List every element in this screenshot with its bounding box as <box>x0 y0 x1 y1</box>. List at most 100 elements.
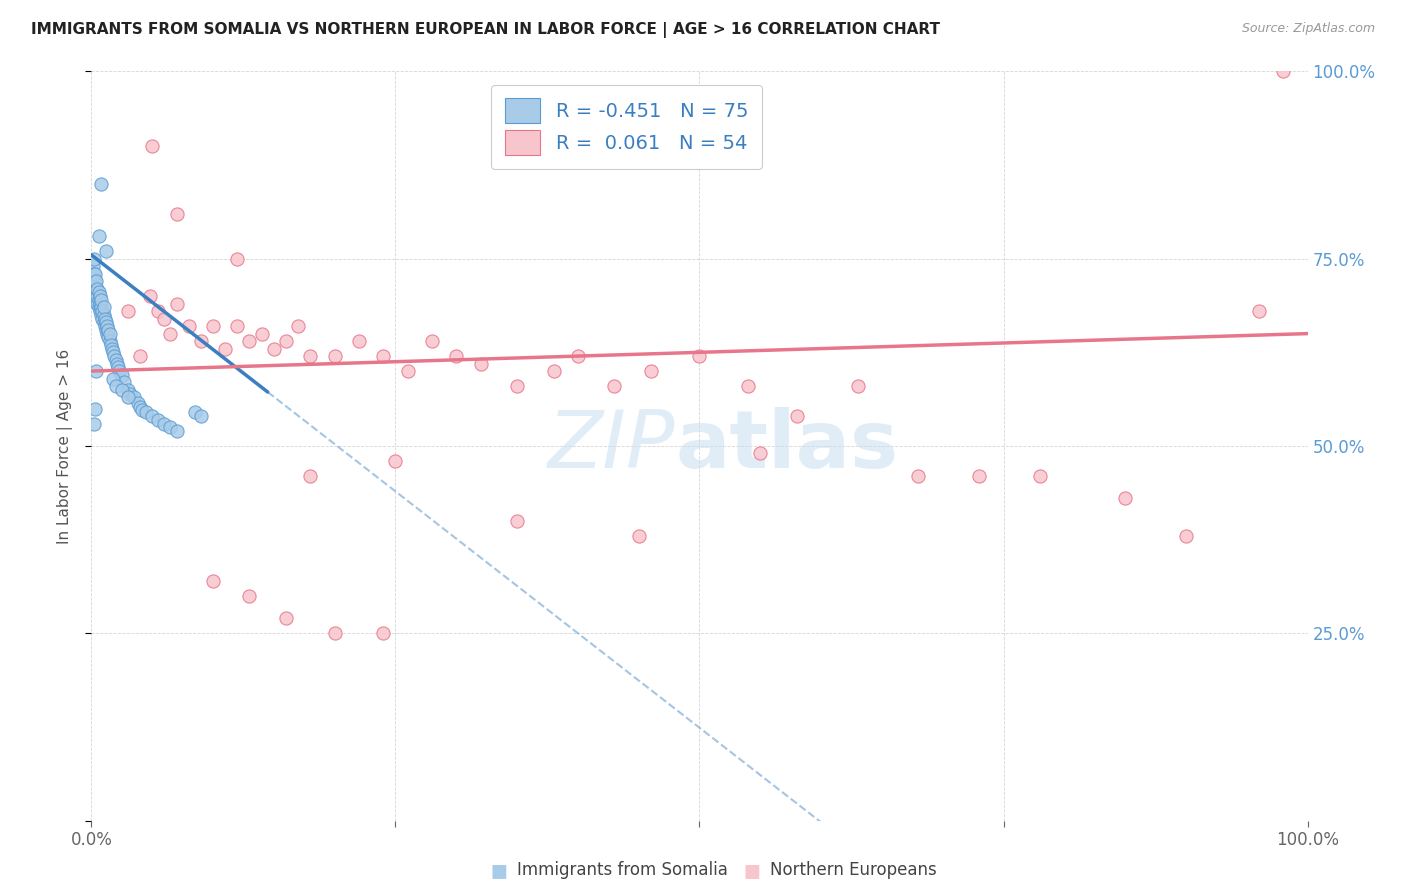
Point <box>640 364 662 378</box>
Point <box>127 395 149 409</box>
Point <box>90 301 112 315</box>
Point <box>120 386 142 401</box>
Point <box>84 289 107 303</box>
Point <box>87 229 110 244</box>
Point <box>89 289 111 303</box>
Point <box>749 446 772 460</box>
Point <box>94 319 117 334</box>
Text: ZIP: ZIP <box>548 407 675 485</box>
Point <box>84 364 107 378</box>
Point <box>103 345 125 359</box>
Point <box>846 379 869 393</box>
Point <box>103 349 125 363</box>
Point <box>159 326 181 341</box>
Point <box>373 349 395 363</box>
Point <box>83 282 105 296</box>
Point <box>190 409 212 423</box>
Point <box>96 326 118 341</box>
Point <box>90 308 112 322</box>
Point <box>111 383 134 397</box>
Point <box>1175 529 1198 543</box>
Point <box>786 409 808 423</box>
Point <box>108 364 131 378</box>
Point <box>567 349 589 363</box>
Point <box>543 364 565 378</box>
Point <box>159 420 181 434</box>
Point <box>323 349 346 363</box>
Text: Source: ZipAtlas.com: Source: ZipAtlas.com <box>1241 22 1375 36</box>
Point <box>141 409 163 423</box>
Point <box>131 403 153 417</box>
Point <box>1029 469 1052 483</box>
Point <box>226 319 249 334</box>
Point <box>202 319 225 334</box>
Point <box>83 267 105 281</box>
Point <box>967 469 990 483</box>
Point <box>190 334 212 348</box>
Point <box>506 379 529 393</box>
Point <box>83 417 105 431</box>
Point <box>94 315 117 329</box>
Point <box>226 252 249 266</box>
Point <box>444 349 467 363</box>
Point <box>1247 304 1270 318</box>
Point <box>299 349 322 363</box>
Point <box>82 267 104 281</box>
Point <box>84 267 107 281</box>
Point <box>129 349 152 363</box>
Point <box>89 304 111 318</box>
Point <box>84 401 107 416</box>
Point <box>139 289 162 303</box>
Text: ▪: ▪ <box>489 855 509 884</box>
Point <box>84 282 107 296</box>
Text: atlas: atlas <box>675 407 898 485</box>
Point <box>323 626 346 640</box>
Point <box>907 469 929 483</box>
Point <box>98 334 121 348</box>
Point <box>101 342 124 356</box>
Point <box>347 334 370 348</box>
Point <box>737 379 759 393</box>
Point <box>84 285 107 300</box>
Point <box>153 417 176 431</box>
Text: Immigrants from Somalia: Immigrants from Somalia <box>517 861 728 879</box>
Point <box>420 334 443 348</box>
Point <box>82 259 104 273</box>
Point <box>90 293 112 307</box>
Point <box>107 360 129 375</box>
Point <box>87 301 110 315</box>
Point <box>148 304 170 318</box>
Point <box>396 364 419 378</box>
Point <box>384 454 406 468</box>
Point <box>184 405 207 419</box>
Point <box>83 274 105 288</box>
Point <box>104 379 127 393</box>
Point <box>103 371 125 385</box>
Point <box>238 589 260 603</box>
Point <box>94 311 117 326</box>
Point <box>238 334 260 348</box>
Text: ▪: ▪ <box>742 855 762 884</box>
Point <box>166 424 188 438</box>
Point <box>86 289 108 303</box>
Point <box>287 319 309 334</box>
Point <box>96 319 118 334</box>
Point <box>202 574 225 588</box>
Point <box>177 319 200 334</box>
Point <box>112 376 135 390</box>
Point <box>105 357 128 371</box>
Point <box>97 323 120 337</box>
Point <box>84 293 107 307</box>
Point <box>93 308 115 322</box>
Point <box>100 338 122 352</box>
Point <box>166 296 188 310</box>
Point <box>274 611 297 625</box>
Point <box>1114 491 1136 506</box>
Point <box>129 400 152 414</box>
Point <box>603 379 626 393</box>
Point <box>250 326 273 341</box>
Point <box>117 390 139 404</box>
Point <box>117 304 139 318</box>
Point <box>93 315 115 329</box>
Point <box>299 469 322 483</box>
